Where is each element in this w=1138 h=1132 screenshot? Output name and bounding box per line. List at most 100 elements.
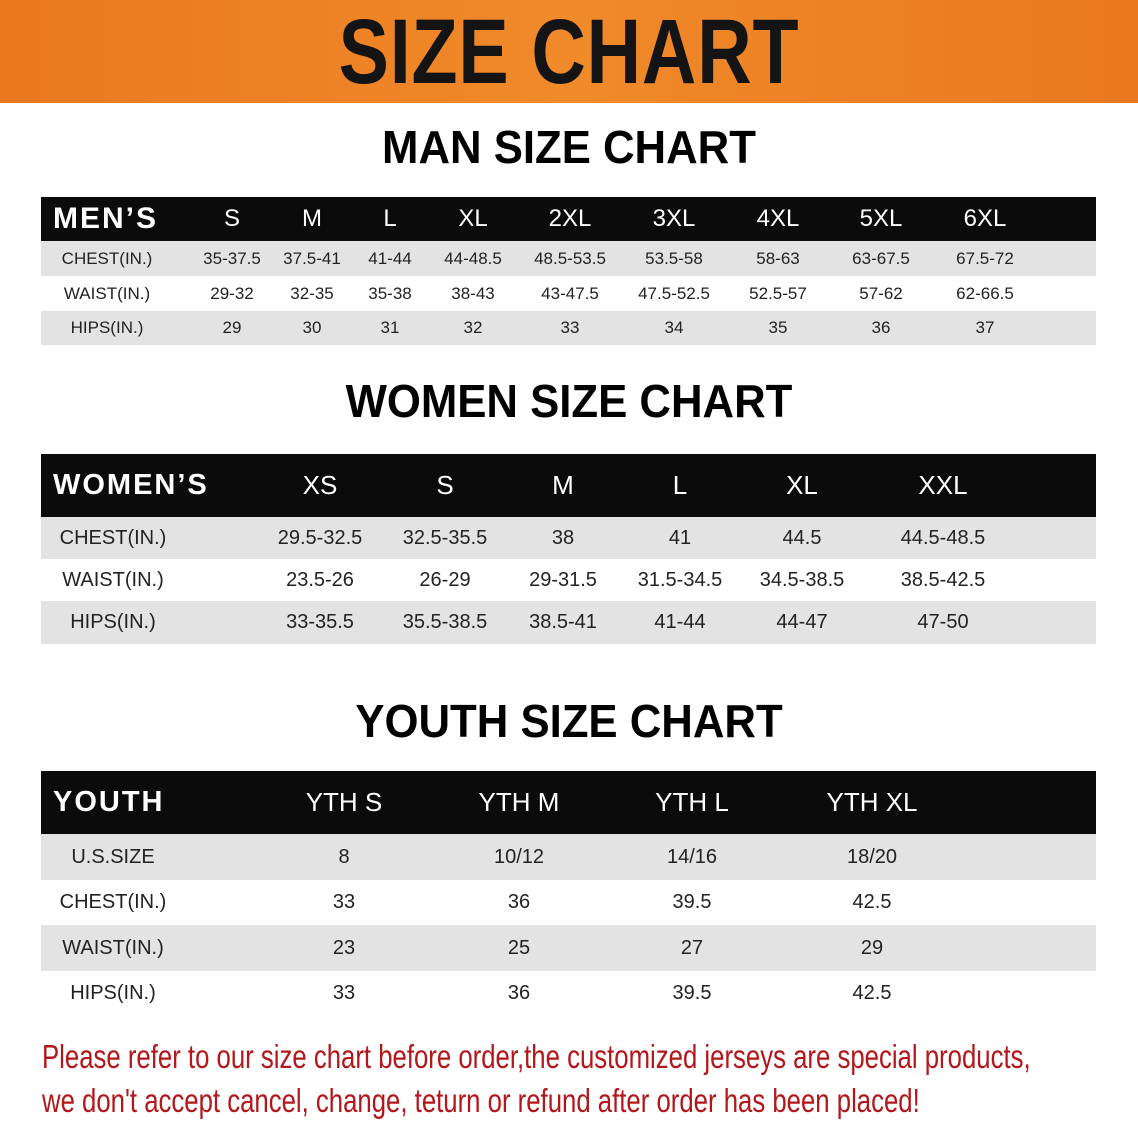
table-cell: 32-35 [290, 284, 334, 303]
table-cell: 33 [332, 982, 356, 1004]
table-cell: 57-62 [859, 284, 903, 303]
row-label: CHEST(IN.) [59, 891, 167, 913]
table-row: HIPS(IN.) 33-35.5 35.5-38.5 38.5-41 41-44 44-… [41, 601, 1096, 644]
table-cell: 26-29 [419, 569, 471, 591]
table-header: WOMEN’S XS S M L XL XXL [41, 454, 1096, 517]
men-size-table: MEN’S S M L XL 2XL 3XL 4XL 5XL 6XL CHEST(IN.) 35-37… [41, 197, 1096, 345]
table-header-label: MEN’S [53, 202, 159, 235]
row-label: HIPS(IN.) [70, 318, 144, 337]
table-cell: 42.5 [852, 982, 892, 1004]
table-cell: 14/16 [666, 846, 718, 868]
size-header: XL [786, 470, 818, 500]
table-cell: 31 [380, 318, 400, 337]
size-header: YTH L [655, 787, 729, 817]
size-header: 5XL [859, 205, 903, 232]
table-cell: 18/20 [846, 846, 898, 868]
women-size-table: WOMEN’S XS S M L XL XXL CHEST(IN.) 29.5-32.5 32.5… [41, 454, 1096, 644]
table-cell: 36 [507, 891, 531, 913]
row-label: CHEST(IN.) [61, 249, 153, 268]
table-row: CHEST(IN.) 29.5-32.5 32.5-35.5 38 41 44.5 44.5… [41, 517, 1096, 559]
table-cell: 30 [302, 318, 322, 337]
table-cell: 44-47 [776, 611, 828, 633]
size-header: L [672, 470, 688, 500]
size-header: 2XL [548, 205, 592, 232]
table-cell: 58-63 [756, 249, 800, 268]
men-section-title: MAN SIZE CHART [382, 121, 756, 173]
table-cell: 38 [551, 527, 575, 549]
table-cell: 44.5 [782, 527, 822, 549]
table-cell: 44-48.5 [444, 249, 502, 268]
table-cell: 35-38 [368, 284, 412, 303]
table-cell: 33 [560, 318, 580, 337]
page-title: SIZE CHART [338, 1, 800, 103]
row-label: WAIST(IN.) [63, 284, 151, 303]
table-row: CHEST(IN.) 35-37.5 37.5-41 41-44 44-48.5 48.5… [41, 241, 1096, 276]
table-row: U.S.SIZE 8 10/12 14/16 18/20 [41, 834, 1096, 880]
size-header: YTH S [305, 787, 383, 817]
size-header: XL [458, 205, 488, 232]
table-cell: 35.5-38.5 [402, 611, 488, 633]
table-cell: 25 [507, 937, 531, 959]
policy-note-line-1: Please refer to our size chart before or… [42, 1038, 1031, 1075]
table-cell: 35 [768, 318, 788, 337]
table-header: YOUTH YTH S YTH M YTH L YTH XL [41, 771, 1096, 834]
table-cell: 32 [463, 318, 483, 337]
youth-section-title: YOUTH SIZE CHART [355, 695, 783, 747]
table-cell: 31.5-34.5 [637, 569, 723, 591]
table-cell: 53.5-58 [645, 249, 703, 268]
row-label: U.S.SIZE [71, 846, 155, 868]
table-cell: 37.5-41 [283, 249, 341, 268]
table-row: WAIST(IN.) 23 25 27 29 [41, 925, 1096, 971]
table-cell: 47-50 [917, 611, 969, 633]
table-cell: 32.5-35.5 [402, 527, 488, 549]
table-cell: 29-31.5 [529, 569, 597, 591]
table-cell: 29 [222, 318, 242, 337]
table-cell: 29 [860, 937, 884, 959]
youth-size-table: YOUTH YTH S YTH M YTH L YTH XL U.S.SIZE 8 10/12… [41, 771, 1096, 1016]
table-cell: 37 [975, 318, 995, 337]
row-label: HIPS(IN.) [70, 982, 156, 1004]
table-cell: 41-44 [368, 249, 412, 268]
table-row: HIPS(IN.) 33 36 39.5 42.5 [41, 971, 1096, 1016]
row-label: CHEST(IN.) [59, 527, 167, 549]
table-cell: 29-32 [210, 284, 254, 303]
size-header: M [302, 205, 322, 232]
table-cell: 33 [332, 891, 356, 913]
table-cell: 36 [507, 982, 531, 1004]
table-cell: 29.5-32.5 [277, 527, 363, 549]
size-header: S [223, 205, 241, 232]
row-label: WAIST(IN.) [62, 569, 164, 591]
table-row: WAIST(IN.) 23.5-26 26-29 29-31.5 31.5-34.5 34… [41, 559, 1096, 601]
size-header: 6XL [963, 205, 1007, 232]
table-cell: 27 [680, 937, 704, 959]
size-header: L [383, 205, 397, 232]
table-cell: 33-35.5 [286, 611, 354, 633]
size-header: 4XL [756, 205, 800, 232]
table-header-label: WOMEN’S [53, 469, 209, 501]
table-cell: 62-66.5 [956, 284, 1014, 303]
table-cell: 63-67.5 [852, 249, 910, 268]
table-header-label: YOUTH [53, 786, 165, 818]
table-cell: 38.5-41 [529, 611, 597, 633]
table-cell: 23.5-26 [286, 569, 354, 591]
table-cell: 41 [668, 527, 692, 549]
table-cell: 39.5 [672, 982, 712, 1004]
size-header: S [436, 470, 454, 500]
table-cell: 8 [338, 846, 350, 868]
table-row: CHEST(IN.) 33 36 39.5 42.5 [41, 880, 1096, 925]
table-cell: 38.5-42.5 [900, 569, 986, 591]
size-header: 3XL [652, 205, 696, 232]
table-row: HIPS(IN.) 29 30 31 32 33 34 35 36 37 [41, 311, 1096, 345]
table-cell: 34.5-38.5 [759, 569, 845, 591]
table-cell: 47.5-52.5 [638, 284, 710, 303]
table-cell: 34 [664, 318, 684, 337]
table-cell: 10/12 [493, 846, 545, 868]
table-cell: 42.5 [852, 891, 892, 913]
size-header: YTH XL [826, 787, 918, 817]
table-cell: 41-44 [654, 611, 706, 633]
table-cell: 43-47.5 [541, 284, 599, 303]
table-header: MEN’S S M L XL 2XL 3XL 4XL 5XL 6XL [41, 197, 1096, 241]
size-header: XS [302, 470, 338, 500]
size-header: XXL [918, 470, 968, 500]
table-cell: 23 [332, 937, 356, 959]
